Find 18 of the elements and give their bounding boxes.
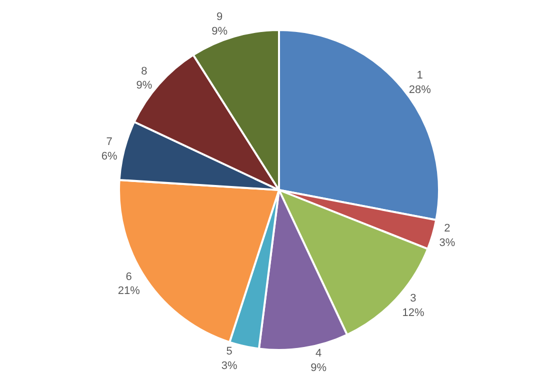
data-label: 6% (101, 150, 118, 163)
data-label: 3% (221, 360, 238, 372)
data-label: 12% (402, 306, 424, 319)
slice-label: 8 (141, 65, 148, 78)
slice-label: 7 (106, 136, 112, 148)
slice-label: 4 (315, 348, 322, 360)
slice-label: 6 (126, 270, 132, 283)
slice-label: 9 (216, 11, 223, 24)
data-label: 9% (136, 80, 152, 92)
slice-label: 5 (226, 346, 232, 358)
data-label: 3% (439, 236, 456, 249)
data-label: 9% (212, 25, 228, 38)
slice-label: 3 (410, 292, 416, 305)
slice-label: 2 (444, 222, 450, 235)
slice-label: 1 (416, 70, 423, 82)
data-label: 9% (310, 362, 327, 374)
data-label: 28% (408, 84, 432, 96)
data-label: 21% (118, 285, 140, 298)
